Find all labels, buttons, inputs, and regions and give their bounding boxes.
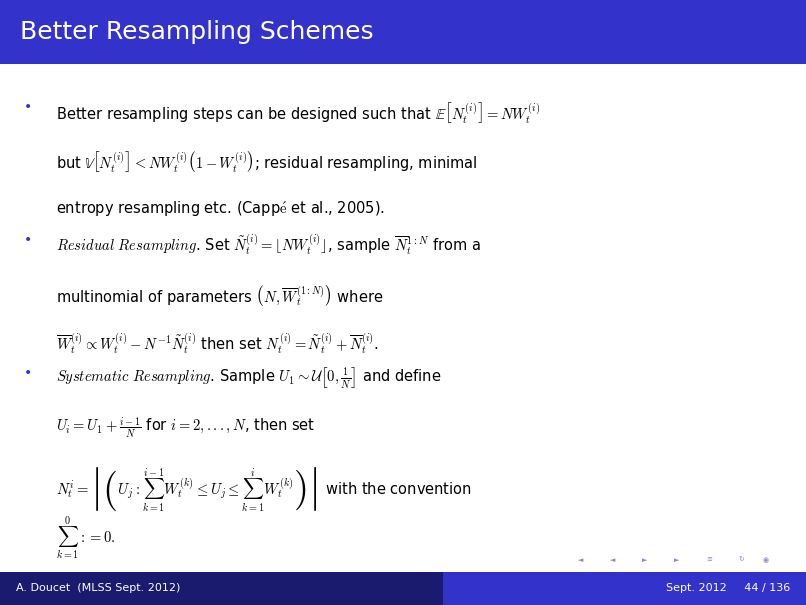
Text: $\overline{W}_t^{(i)} \propto W_t^{(i)} - N^{-1}\tilde{N}_t^{(i)}$ then set $N_t: $\overline{W}_t^{(i)} \propto W_t^{(i)} … (56, 332, 380, 356)
Text: ≡: ≡ (706, 557, 713, 563)
Text: entropy resampling etc. (Capp$\mathrm{\acute{e}}$ et al., 2005).: entropy resampling etc. (Capp$\mathrm{\a… (56, 199, 385, 218)
Text: $\sum_{k=1}^{0} := 0.$: $\sum_{k=1}^{0} := 0.$ (56, 515, 116, 562)
Text: A. Doucet  (MLSS Sept. 2012): A. Doucet (MLSS Sept. 2012) (16, 583, 181, 594)
Text: •: • (24, 233, 32, 247)
Text: ►: ► (675, 557, 679, 563)
Text: •: • (24, 100, 32, 114)
Text: multinomial of parameters $\left(N, \overline{W}_t^{(1:N)}\right)$ where: multinomial of parameters $\left(N, \ove… (56, 283, 384, 307)
Text: $N_t^i = \left|\left\{U_j : \sum_{k=1}^{i-1} W_t^{(k)} \leq U_j \leq \sum_{k=1}^: $N_t^i = \left|\left\{U_j : \sum_{k=1}^{… (56, 465, 472, 513)
Text: ↻: ↻ (738, 557, 745, 563)
Text: ◄: ◄ (578, 557, 583, 563)
Text: Sept. 2012     44 / 136: Sept. 2012 44 / 136 (666, 583, 790, 594)
Text: ►: ► (642, 557, 647, 563)
FancyBboxPatch shape (0, 572, 443, 605)
Text: $\mathit{Systematic\ Resampling}$. Sample $U_1 \sim \mathcal{U}\left[0, \frac{1}: $\mathit{Systematic\ Resampling}$. Sampl… (56, 366, 442, 391)
Text: ◄: ◄ (610, 557, 615, 563)
Text: •: • (24, 366, 32, 380)
Text: Better Resampling Schemes: Better Resampling Schemes (20, 20, 374, 44)
Text: $U_i = U_1 + \frac{i-1}{N}$ for $i = 2, ..., N$, then set: $U_i = U_1 + \frac{i-1}{N}$ for $i = 2, … (56, 416, 316, 440)
Text: but $\mathbb{V}\left[N_t^{(i)}\right] < NW_t^{(i)}\left(1 - W_t^{(i)}\right)$; r: but $\mathbb{V}\left[N_t^{(i)}\right] < … (56, 149, 478, 174)
Text: Better resampling steps can be designed such that $\mathbb{E}\left[N_t^{(i)}\rig: Better resampling steps can be designed … (56, 100, 541, 125)
Text: $\mathit{Residual\ Resampling}$. Set $\tilde{N}_t^{(i)} = \lfloor NW_t^{(i)}\rfl: $\mathit{Residual\ Resampling}$. Set $\t… (56, 233, 481, 257)
FancyBboxPatch shape (443, 572, 806, 605)
FancyBboxPatch shape (0, 0, 806, 64)
Text: ◉: ◉ (762, 557, 769, 563)
